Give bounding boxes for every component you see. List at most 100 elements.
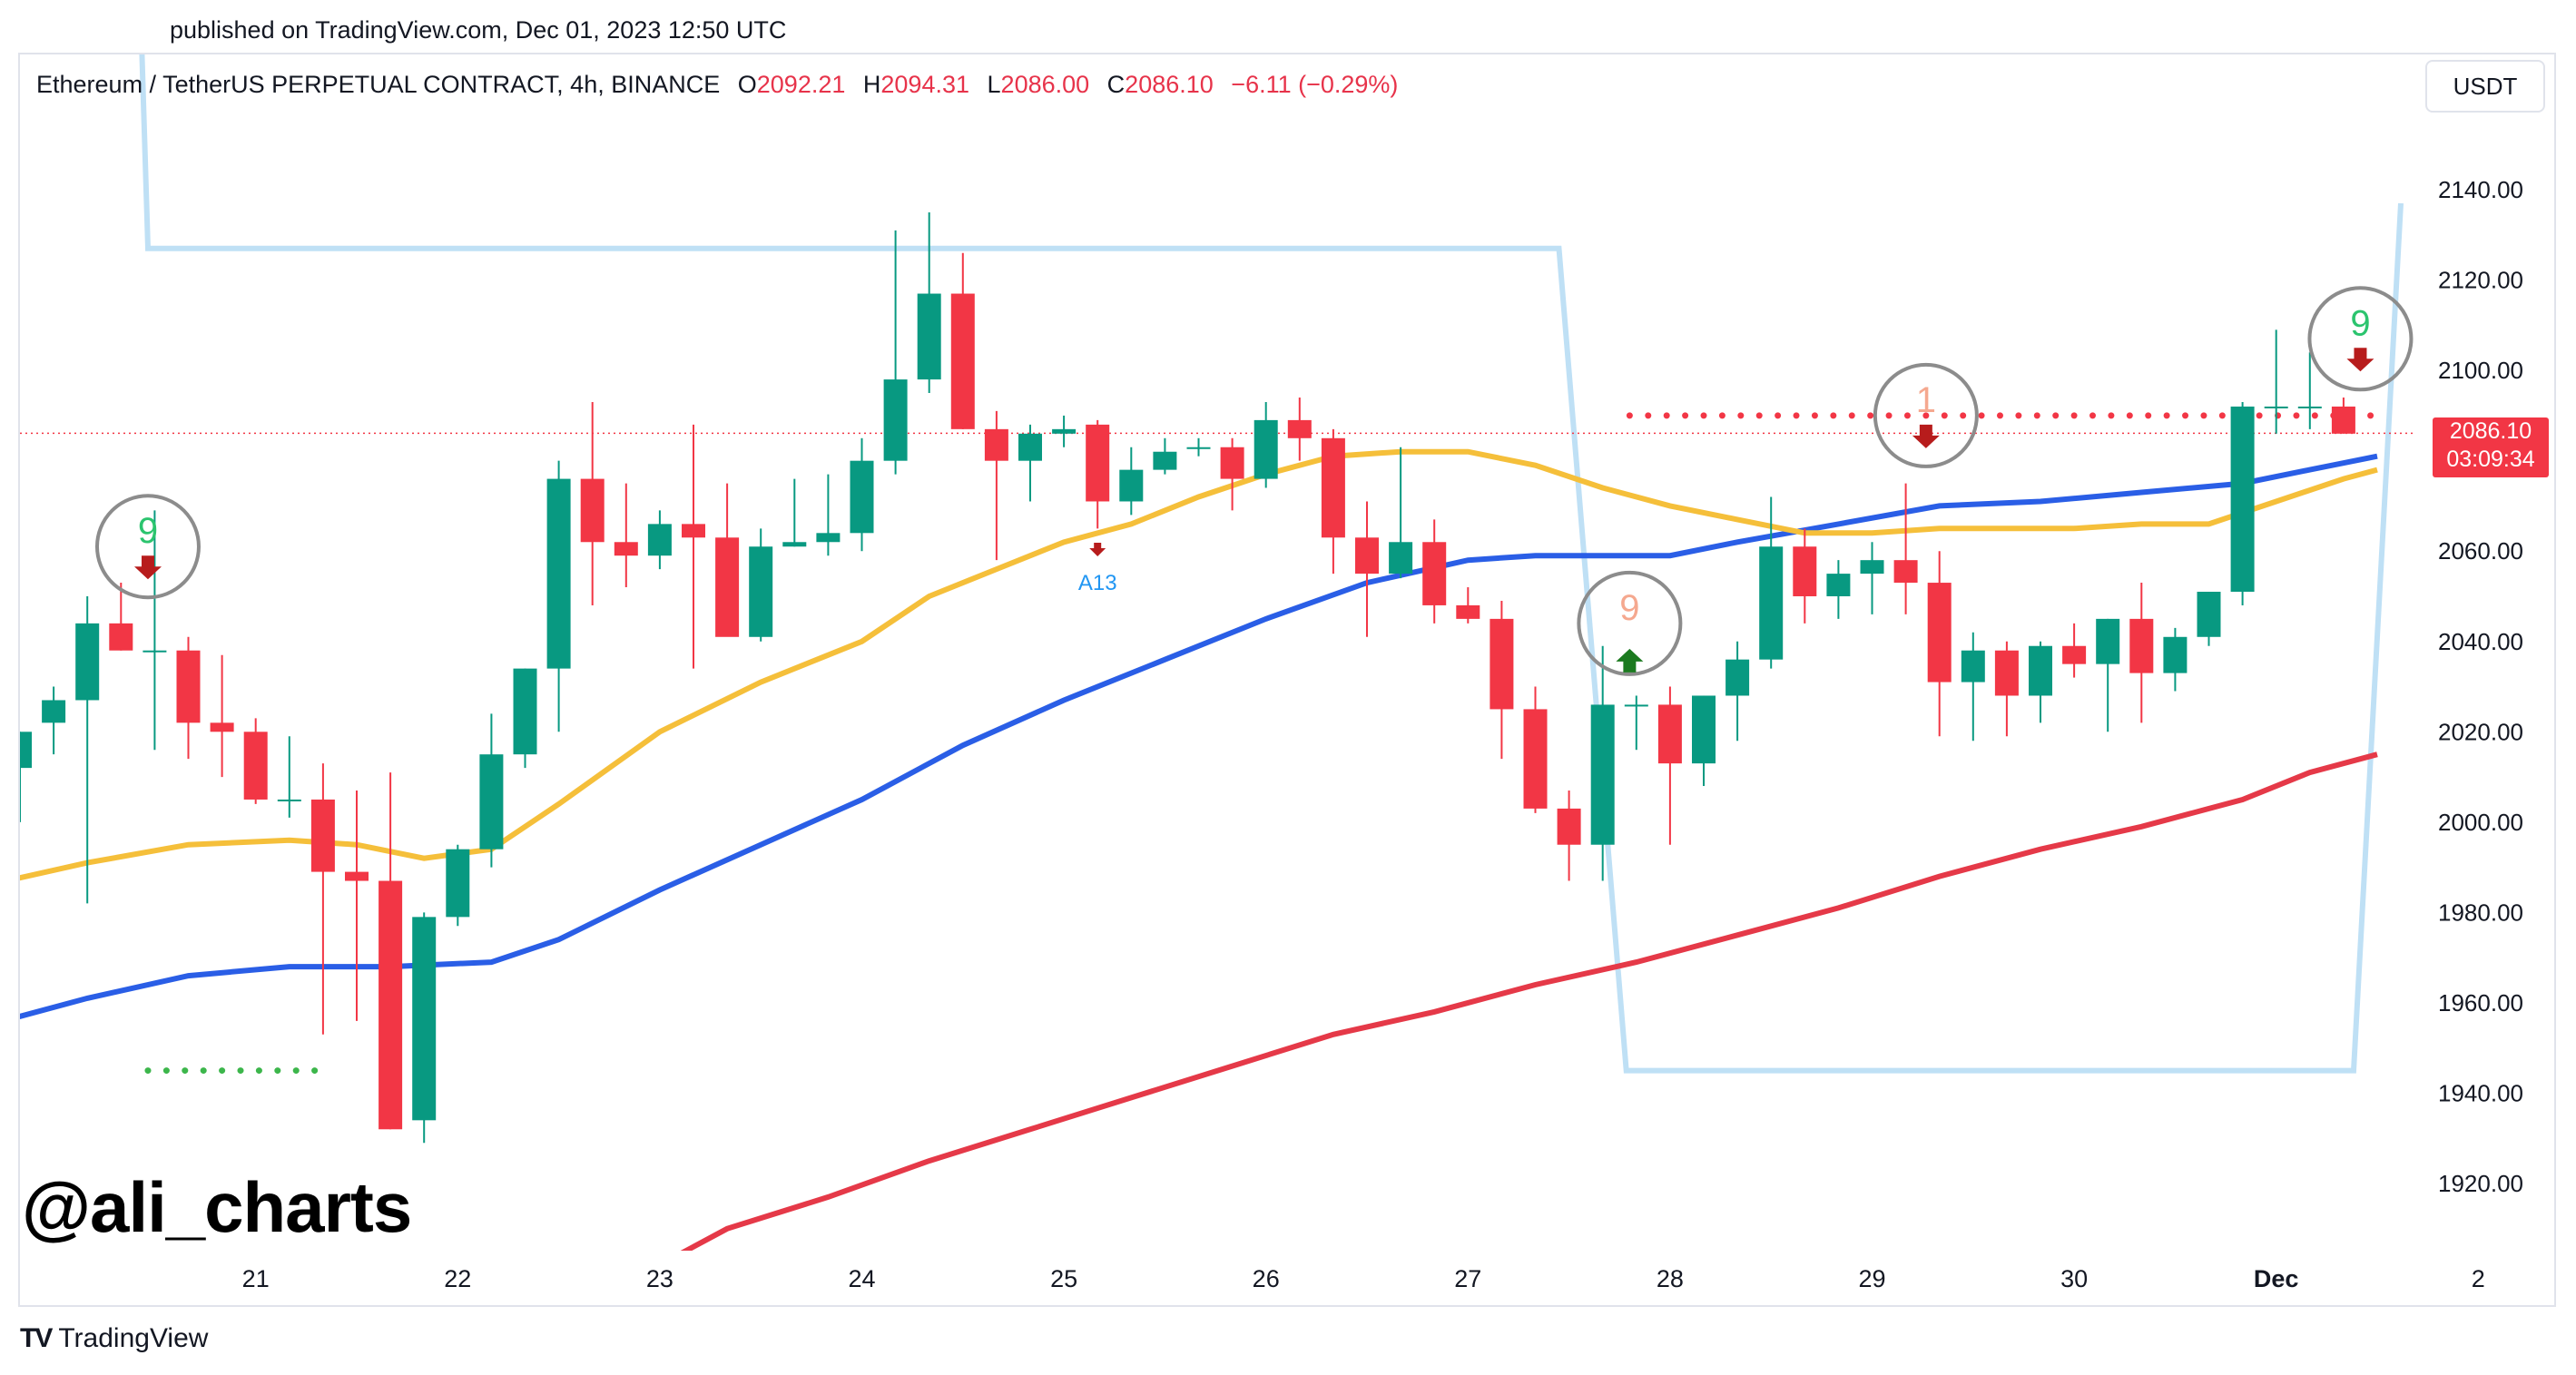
candle-body xyxy=(2029,645,2052,696)
resistance-dot xyxy=(1996,412,2003,419)
resistance-dot xyxy=(1700,412,1707,419)
candle-body xyxy=(1657,704,1682,764)
resistance-dot xyxy=(1830,412,1837,419)
sell-arrow-icon xyxy=(2346,348,2374,372)
resistance-dot xyxy=(1755,412,1763,419)
legend-close-label: C xyxy=(1106,71,1126,98)
x-tick-label: 24 xyxy=(848,1265,875,1292)
resistance-dot xyxy=(2015,412,2022,419)
candle-body xyxy=(1759,546,1784,660)
x-tick-label: 23 xyxy=(646,1265,673,1292)
signal-count-label: 9 xyxy=(138,511,158,551)
candle-body xyxy=(1456,604,1480,619)
signal-circle xyxy=(1873,362,1979,468)
candle-body xyxy=(210,722,234,732)
x-tick-label: 28 xyxy=(1657,1265,1684,1292)
candle-body xyxy=(143,650,167,653)
resistance-dot xyxy=(2052,412,2060,419)
candle-body xyxy=(1726,659,1750,696)
footer-brand-text: TradingView xyxy=(58,1323,209,1353)
candle-body xyxy=(782,542,807,547)
legend-open-value: 2092.21 xyxy=(756,71,846,98)
candle-body xyxy=(1826,574,1851,596)
resistance-dot xyxy=(1793,412,1800,419)
last-price-value: 2086.10 xyxy=(2449,418,2532,444)
candle-body xyxy=(2297,406,2322,408)
resistance-dot xyxy=(1626,412,1633,419)
ma-long-line xyxy=(680,751,2378,1251)
resistance-dot xyxy=(2145,412,2152,419)
last-price-tag: 2086.10 03:09:34 xyxy=(2433,417,2549,477)
candle-body xyxy=(1186,447,1211,449)
resistance-dot xyxy=(1811,412,1818,419)
candle-body xyxy=(1590,704,1615,845)
candle-body xyxy=(1893,560,1918,584)
candle-body xyxy=(1961,650,1985,683)
currency-unit-button[interactable]: USDT xyxy=(2425,60,2545,113)
candle-body xyxy=(950,293,975,429)
resistance-dot xyxy=(1737,412,1745,419)
chart-frame xyxy=(18,53,2556,1307)
candle-body xyxy=(647,524,672,556)
resistance-dot xyxy=(1663,412,1670,419)
candle-body xyxy=(513,668,537,755)
resistance-dot xyxy=(2033,412,2040,419)
candle-body xyxy=(1389,542,1413,575)
candle-body xyxy=(749,546,773,637)
buy-arrow-icon xyxy=(1616,648,1644,673)
signal-count-label: 1 xyxy=(1916,380,1936,420)
candle-body xyxy=(2096,618,2120,664)
x-tick-label: 27 xyxy=(1454,1265,1481,1292)
support-dot xyxy=(162,1067,170,1075)
x-tick-label: 26 xyxy=(1253,1265,1280,1292)
resistance-dot xyxy=(2200,412,2207,419)
support-dot xyxy=(255,1067,262,1075)
candle-body xyxy=(20,732,32,769)
footer-branding[interactable]: TV TradingView xyxy=(20,1323,208,1354)
candle-body xyxy=(1254,419,1278,479)
support-dot xyxy=(237,1067,244,1075)
candle-body xyxy=(682,524,705,538)
candle-body xyxy=(1523,709,1548,809)
candle-body xyxy=(2331,406,2355,434)
candle-body xyxy=(1557,808,1581,845)
legend-high-value: 2094.31 xyxy=(880,71,969,98)
ohlc-legend: Ethereum / TetherUS PERPETUAL CONTRACT, … xyxy=(36,71,1398,99)
candle-body xyxy=(1422,542,1447,605)
candle-body xyxy=(277,799,301,801)
candle-body xyxy=(2163,636,2188,673)
support-dot xyxy=(144,1067,152,1075)
y-tick-label: 1960.00 xyxy=(2438,989,2523,1017)
resistance-dot xyxy=(2218,412,2226,419)
candle-body xyxy=(546,478,571,669)
support-dot xyxy=(182,1067,189,1075)
candle-body xyxy=(1052,428,1077,434)
candle-body xyxy=(1793,546,1817,596)
signal-count-label: 9 xyxy=(1619,588,1639,628)
x-tick-label: 30 xyxy=(2060,1265,2088,1292)
tradingview-logo-icon: TV xyxy=(20,1323,53,1353)
channel-line xyxy=(139,54,2404,1074)
signal-circle xyxy=(2307,286,2414,392)
candle-body xyxy=(446,849,470,918)
resistance-dot xyxy=(2293,412,2300,419)
candle-body xyxy=(1018,433,1042,461)
y-tick-label: 1980.00 xyxy=(2438,899,2523,926)
candle-body xyxy=(917,293,941,380)
y-tick-label: 2120.00 xyxy=(2438,267,2523,294)
candle-body xyxy=(310,799,335,872)
resistance-dot xyxy=(1682,412,1689,419)
resistance-dot xyxy=(2089,412,2097,419)
resistance-dot xyxy=(2256,412,2263,419)
candle-body xyxy=(1994,650,2019,696)
resistance-dot xyxy=(1867,412,1874,419)
author-watermark: @ali_charts xyxy=(22,1167,412,1247)
support-dot xyxy=(219,1067,226,1075)
candle-body xyxy=(715,537,740,637)
resistance-dot xyxy=(1922,412,1930,419)
legend-change: −6.11 (−0.29%) xyxy=(1231,71,1399,98)
y-tick-label: 2060.00 xyxy=(2438,537,2523,565)
candle-body xyxy=(1153,451,1177,470)
candle-body xyxy=(850,460,874,534)
